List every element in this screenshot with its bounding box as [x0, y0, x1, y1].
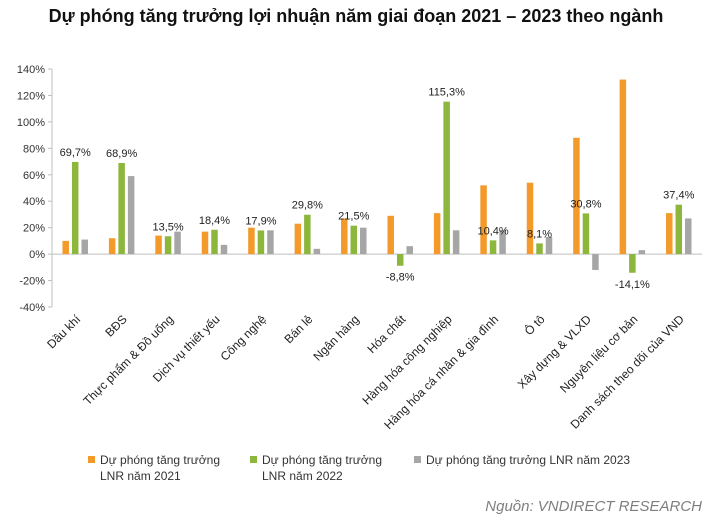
y-tick-label: 80% [23, 143, 45, 155]
legend-item-2023: Dự phóng tăng trưởng LNR năm 2023 [414, 452, 674, 468]
y-tick-label: 120% [17, 90, 45, 102]
data-label: 30,8% [570, 198, 601, 210]
legend-item-2021: Dự phóng tăng trưởng LNR năm 2021 [88, 452, 258, 484]
data-label: 8,1% [527, 228, 552, 240]
bar-2021 [526, 182, 534, 255]
data-label: -8,8% [386, 272, 415, 284]
bar-2023 [127, 176, 135, 255]
bar-2023 [267, 230, 274, 255]
bar-2021 [341, 218, 348, 255]
bar-2023 [638, 250, 646, 255]
bar-2022 [71, 161, 79, 255]
legend-label-2022-line2: LNR năm 2022 [262, 469, 343, 483]
chart-title: Dự phóng tăng trưởng lợi nhuận năm giai … [48, 6, 664, 26]
bar-2023 [592, 254, 599, 270]
legend-label-2022-line1: Dự phóng tăng trưởng [262, 453, 383, 467]
bar-2022 [489, 240, 497, 255]
bar-2022 [675, 204, 683, 255]
bar-2023 [406, 246, 413, 255]
y-tick-label: 60% [23, 170, 45, 182]
category-label: Công nghệ [218, 312, 270, 364]
data-label: 17,9% [245, 215, 276, 227]
category-label: Hàng hóa công nghiệp [359, 312, 455, 408]
bar-2023 [360, 227, 367, 255]
y-tick-label: 100% [17, 117, 45, 129]
bar-2023 [313, 248, 321, 255]
data-label: 10,4% [477, 225, 508, 237]
bar-2023 [545, 236, 553, 255]
category-label: Dầu khí [44, 312, 84, 352]
bar-2022 [350, 225, 358, 255]
legend-label-2021-line1: Dự phóng tăng trưởng [100, 453, 221, 467]
bar-2022 [211, 229, 218, 255]
legend-label-2023: Dự phóng tăng trưởng LNR năm 2023 [426, 453, 631, 467]
data-label: 68,9% [106, 148, 137, 160]
category-label: BĐS [102, 312, 129, 339]
y-tick-label: 40% [23, 196, 45, 208]
bar-2021 [387, 215, 394, 255]
bar-2021 [573, 137, 580, 255]
legend-swatch-2023 [414, 456, 421, 463]
bar-2023 [174, 231, 181, 255]
bar-chart: -40% -20% 0% 20% 40% 60% 80% 100% 120% 140% 69,7%… [17, 64, 702, 432]
bar-2021 [62, 240, 69, 255]
bar-2021 [294, 223, 302, 255]
bar-2021 [108, 238, 116, 255]
bar-2022 [396, 254, 404, 266]
bar-2023 [220, 244, 228, 255]
bar-2021 [666, 213, 673, 255]
category-label: Ngân hàng [310, 312, 361, 363]
bar-2023 [499, 230, 506, 255]
bar-2021 [480, 185, 487, 255]
legend-swatch-2022 [250, 456, 257, 463]
category-label: Bán lẻ [282, 312, 316, 346]
bar-2022 [536, 243, 543, 255]
y-tick-label: 140% [17, 64, 45, 76]
legend-label-2021-line2: LNR năm 2021 [100, 469, 181, 483]
bar-2022 [257, 230, 265, 255]
category-label: Thực phẩm & Đồ uống [80, 312, 176, 408]
data-label: -14,1% [615, 279, 650, 291]
legend-item-2022: Dự phóng tăng trưởng LNR năm 2022 [250, 452, 420, 484]
bar-2022 [582, 213, 590, 255]
data-label: 69,7% [60, 147, 91, 159]
legend-swatch-2021 [88, 456, 95, 463]
data-label: 29,8% [292, 200, 323, 212]
y-tick-label: 20% [23, 223, 45, 235]
bar-2021 [155, 235, 162, 255]
bar-2021 [201, 231, 209, 255]
bar-2022 [164, 236, 172, 255]
bar-2023 [452, 230, 460, 255]
data-labels: 69,7% 68,9% 13,5% 18,4% 17,9% 29,8% 21,5% -8,8%… [60, 87, 695, 291]
y-tick-label: -20% [19, 276, 45, 288]
y-tick-label: 0% [29, 249, 45, 261]
data-label: 115,3% [428, 87, 465, 99]
source-note: Nguồn: VNDIRECT RESEARCH [485, 498, 702, 515]
bars [62, 79, 692, 273]
data-label: 13,5% [152, 221, 183, 233]
category-label: Hóa chất [364, 312, 408, 356]
data-label: 18,4% [199, 215, 230, 227]
category-label: Nguyên liệu cơ bản [557, 312, 640, 395]
bar-2021 [248, 227, 255, 255]
bar-2021 [433, 213, 441, 255]
data-label: 21,5% [338, 211, 369, 223]
bar-2021 [619, 79, 627, 255]
bar-2022 [443, 101, 450, 255]
bar-2022 [304, 214, 311, 255]
bar-2022 [118, 163, 125, 255]
category-label: Ô tô [521, 311, 548, 338]
bar-2023 [685, 218, 692, 255]
bar-2022 [629, 254, 636, 273]
bar-2023 [81, 239, 88, 255]
data-label: 37,4% [663, 190, 694, 202]
y-tick-label: -40% [19, 302, 45, 314]
